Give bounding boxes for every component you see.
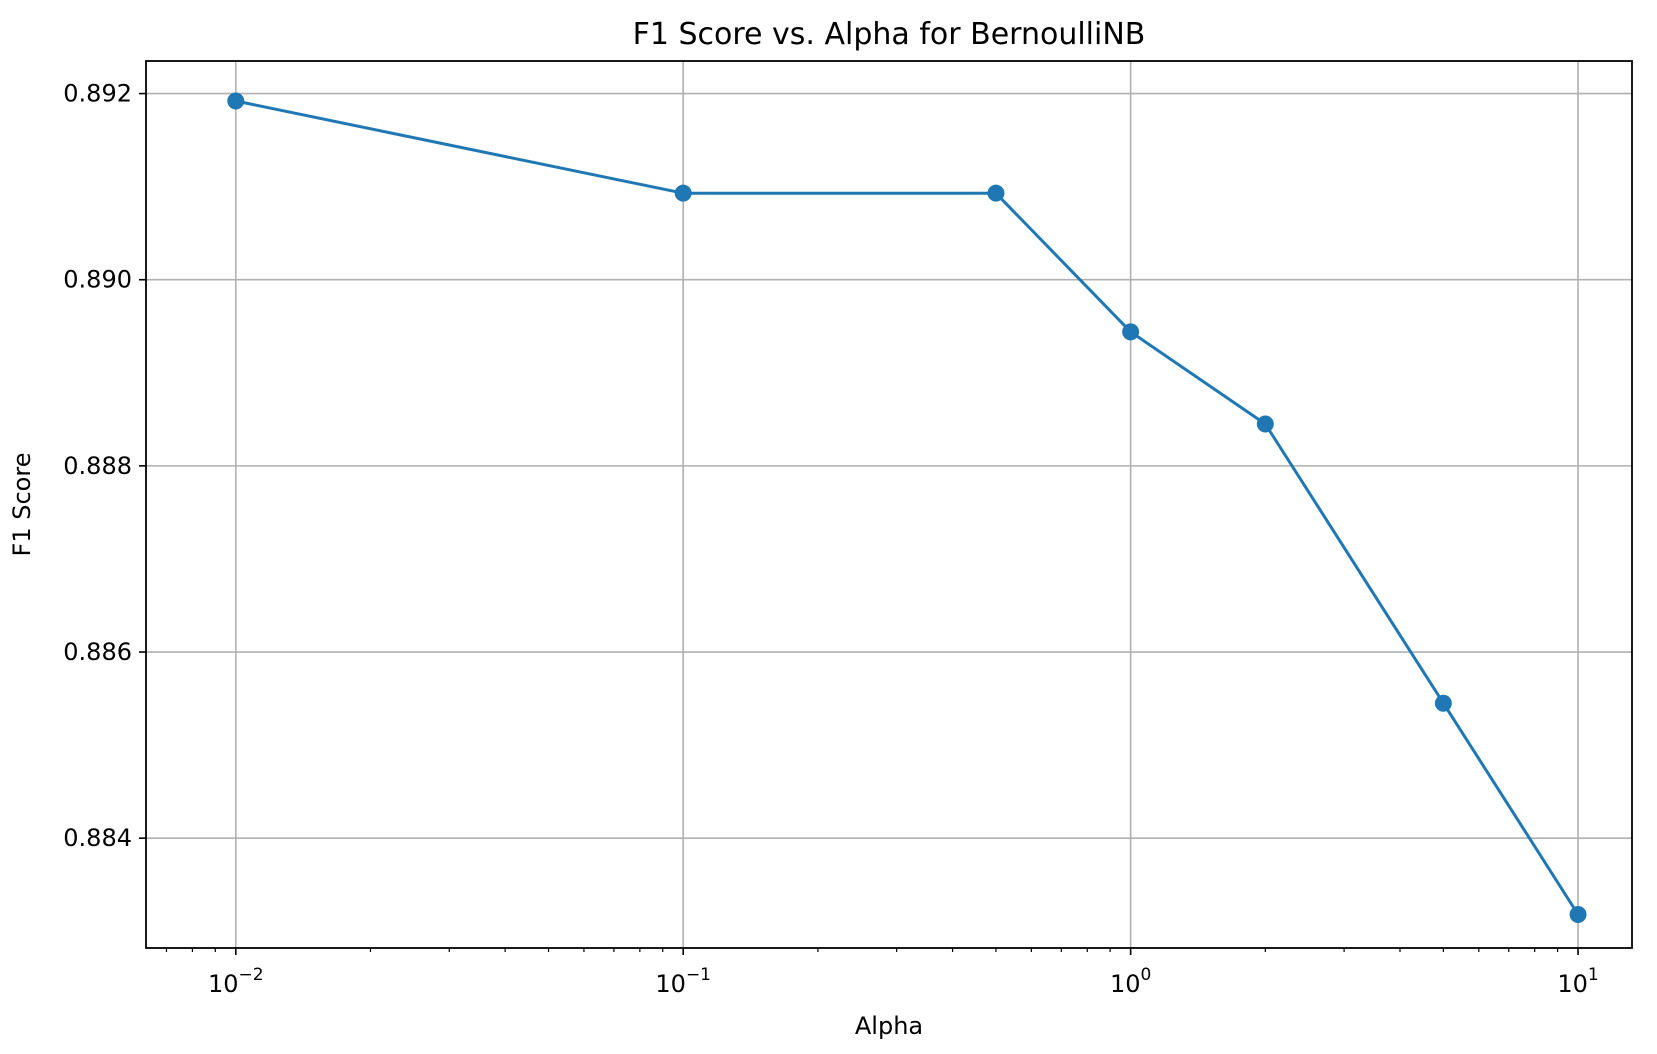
data-point <box>1569 905 1587 923</box>
x-tick-label-exponent: 0 <box>1140 965 1151 985</box>
y-tick-label: 0.884 <box>63 824 132 852</box>
data-point <box>674 184 692 202</box>
y-axis-label: F1 Score <box>8 453 36 557</box>
x-tick-label-base: 10 <box>208 970 239 998</box>
x-axis-label: Alpha <box>855 1012 923 1040</box>
y-tick-label: 0.888 <box>63 452 132 480</box>
grid <box>146 61 1632 948</box>
x-tick-label-base: 10 <box>655 970 686 998</box>
data-point <box>227 92 245 110</box>
x-tick-label-base: 10 <box>1110 970 1141 998</box>
x-tick-label: 101 <box>1557 965 1598 998</box>
y-tick-label: 0.886 <box>63 638 132 666</box>
x-tick-label: 10−2 <box>208 965 264 998</box>
x-tick-label-exponent: −1 <box>686 965 711 985</box>
chart-title: F1 Score vs. Alpha for BernoulliNB <box>633 17 1146 52</box>
series-layer <box>227 92 1587 923</box>
data-point <box>1122 323 1140 341</box>
y-tick-label: 0.892 <box>63 80 132 108</box>
data-point <box>1256 415 1274 433</box>
x-tick-label-base: 10 <box>1557 970 1588 998</box>
x-tick-label: 10−1 <box>655 965 711 998</box>
x-tick-label-exponent: −2 <box>239 965 264 985</box>
x-tick-label-exponent: 1 <box>1588 965 1599 985</box>
y-tick-label: 0.890 <box>63 266 132 294</box>
data-point <box>1434 694 1452 712</box>
x-tick-label: 100 <box>1110 965 1151 998</box>
plot-frame <box>145 60 1633 949</box>
data-point <box>987 184 1005 202</box>
